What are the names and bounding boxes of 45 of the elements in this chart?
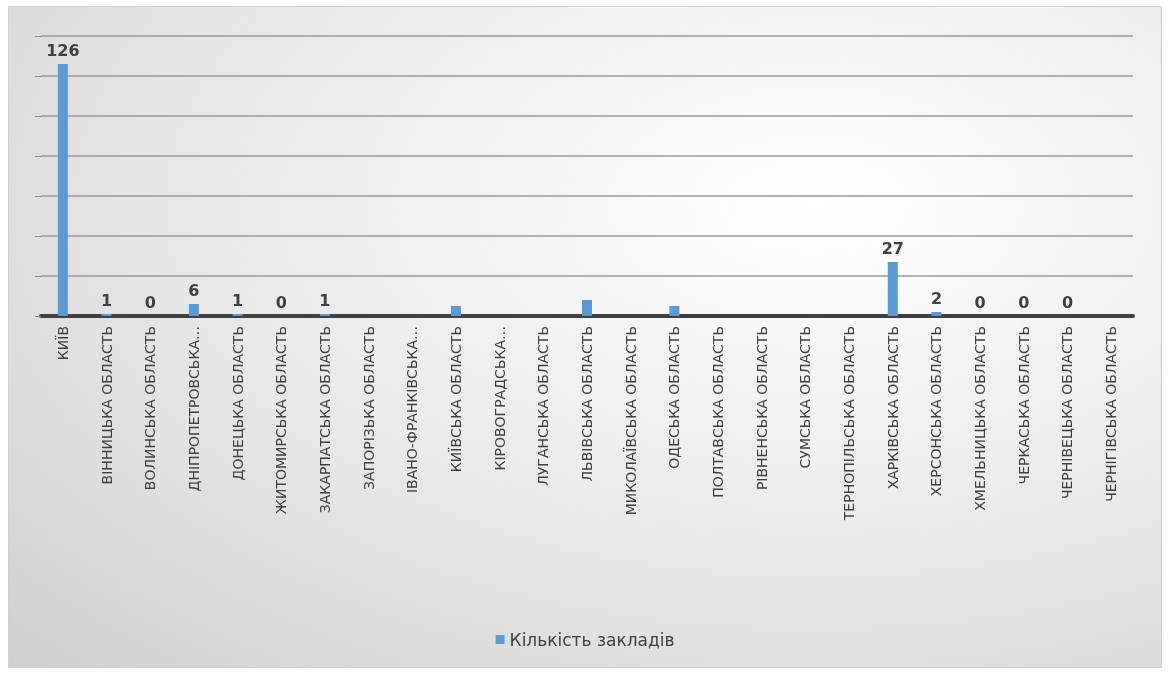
x-tick-label: СУМСЬКА ОБЛАСТЬ [797,326,814,469]
x-tick-label: ЧЕРНІГІВСЬКА ОБЛАСТЬ [1103,326,1120,502]
bar [887,262,898,316]
x-tick-label: КИЇВ [53,326,71,361]
x-tick-label: ЧЕРНІВЕЦЬКА ОБЛАСТЬ [1059,326,1076,500]
x-tick-label: ЛЬВІВСЬКА ОБЛАСТЬ [579,326,595,482]
x-tick-label: ЗАПОРІЗЬКА ОБЛАСТЬ [360,326,377,490]
data-label: 1 [231,290,244,310]
data-label: 0 [1018,292,1030,312]
x-tick-label: КИЇВСЬКА ОБЛАСТЬ [446,326,464,473]
data-label: 126 [46,40,80,60]
data-label: 1 [319,290,331,310]
x-tick-label: ВІННИЦЬКА ОБЛАСТЬ [98,326,115,485]
bar [450,306,461,316]
bar [582,300,592,316]
x-tick-label: КІРОВОГРАДСЬКА… [491,326,508,471]
bar [931,312,942,316]
data-label: 6 [188,280,200,300]
x-tick-label: ЗАКАРПАТСЬКА ОБЛАСТЬ [316,326,333,514]
x-tick-label: ОДЕСЬКА ОБЛАСТЬ [666,326,683,469]
data-label: 0 [275,292,287,312]
x-tick-label: РІВНЕНСЬКА ОБЛАСТЬ [753,326,770,491]
x-tick-label: ДОНЕЦЬКА ОБЛАСТЬ [229,326,246,481]
x-tick-label: ТЕРНОПІЛЬСЬКА ОБЛАСТЬ [841,326,858,522]
x-tick-label: ЖИТОМИРСЬКА ОБЛАСТЬ [273,326,290,515]
x-tick-label: ВОЛИНСЬКА ОБЛАСТЬ [142,326,159,491]
x-tick-label: ЧЕРКАСЬКА ОБЛАСТЬ [1015,326,1032,485]
x-tick-label: ДНІПРОПЕТРОВСЬКА… [185,326,202,492]
x-tick-label: ЛУГАНСЬКА ОБЛАСТЬ [535,326,552,486]
data-label: 2 [930,288,943,308]
data-label: 27 [881,238,904,258]
bar [669,306,680,316]
x-tick-label: ПОЛТАВСЬКА ОБЛАСТЬ [710,326,727,498]
x-tick-label: МИКОЛАЇВСЬКА ОБЛАСТЬ [621,326,639,516]
data-label: 1 [100,290,113,310]
bar [57,64,68,316]
data-label: 0 [144,292,156,312]
bar [188,304,199,316]
x-tick-label: ХЕРСОНСЬКА ОБЛАСТЬ [928,326,945,497]
x-tick-label: ХАРКІВСЬКА ОБЛАСТЬ [884,326,901,490]
x-tick-label: ІВАНО-ФРАНКІВСЬКА… [404,326,421,494]
data-label: 0 [974,292,986,312]
data-label: 0 [1061,292,1074,312]
legend-label: Кількість закладів [509,629,675,650]
x-tick-label: ХМЕЛЬНИЦЬКА ОБЛАСТЬ [972,326,989,511]
